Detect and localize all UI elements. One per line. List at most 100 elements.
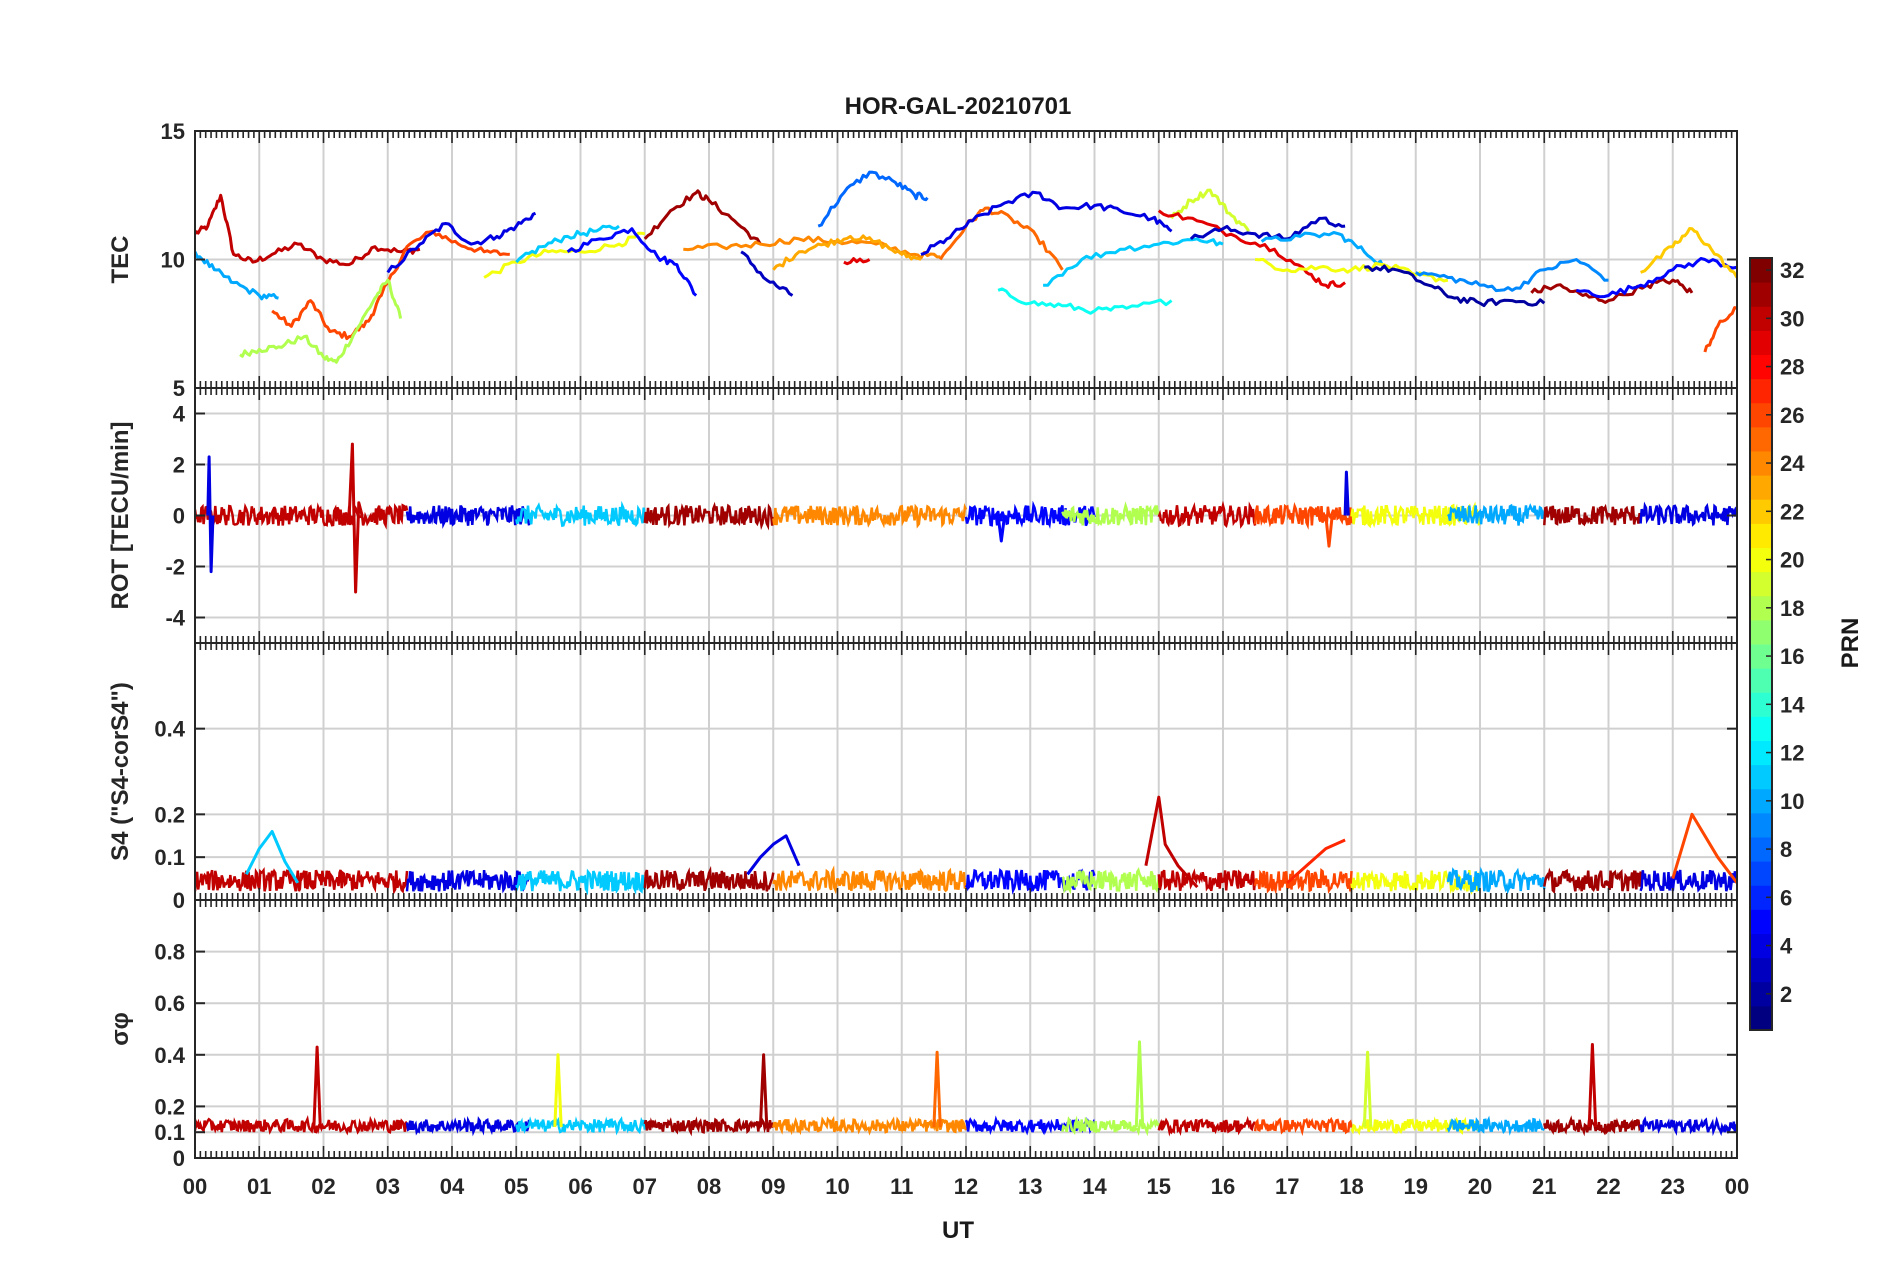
background-trace (1639, 501, 1737, 527)
y-tick-label: -2 (165, 555, 185, 580)
colorbar-bin (1750, 619, 1772, 645)
background-trace (1061, 1115, 1160, 1137)
y-axis-label: ROT [TECU/min] (107, 422, 134, 610)
colorbar-bin (1750, 740, 1772, 766)
background-trace (1253, 502, 1353, 530)
background-traces (195, 865, 1737, 896)
series-line-prn-25 (932, 1050, 942, 1128)
background-trace (515, 1116, 647, 1136)
series-line-prn-22 (1640, 227, 1737, 279)
background-trace (772, 865, 968, 895)
background-trace (515, 500, 647, 528)
background-trace (1157, 868, 1257, 892)
figure-title: HOR-GAL-20210701 (845, 93, 1072, 120)
x-tick-label: 03 (376, 1174, 400, 1199)
x-tick-label: 06 (568, 1174, 592, 1199)
background-trace (1253, 867, 1353, 895)
panel-2: 4 2 0 -2 -4 ROT [TECU/min] (107, 387, 1738, 644)
colorbar-tick-label: 20 (1780, 548, 1804, 573)
background-trace (1350, 869, 1482, 895)
background-trace (1639, 869, 1737, 893)
series-line-prn-2 (1364, 264, 1546, 308)
series-line-prn-10 (1260, 231, 1392, 271)
series-line-prn-13 (997, 287, 1173, 315)
series-line-prn-29 (1157, 209, 1346, 289)
series-line-prn-3 (740, 250, 794, 297)
colorbar-bin (1750, 426, 1772, 452)
background-trace (1157, 500, 1257, 529)
y-tick-label: 4 (173, 402, 186, 427)
y-tick-label: 0 (173, 504, 185, 529)
background-trace (515, 868, 646, 896)
colorbar-bin (1750, 885, 1772, 910)
series-line-prn-27 (1286, 838, 1346, 885)
x-tick-label: 08 (697, 1174, 721, 1199)
panel-4: 0.8 0.6 0.4 0.20.10 σφ (107, 899, 1738, 1171)
series-line-prn-30 (312, 1045, 322, 1128)
series-line-prn-26 (1324, 515, 1334, 548)
background-trace (405, 869, 530, 894)
background-trace (964, 867, 1096, 895)
colorbar-tick-label: 6 (1780, 885, 1792, 910)
background-trace (1446, 866, 1546, 895)
series-line-prn-18 (239, 278, 403, 364)
series-line-prn-4 (1343, 470, 1350, 516)
colorbar-tick-label: 8 (1780, 837, 1792, 862)
x-tick-label: 17 (1275, 1174, 1299, 1199)
y-tick-label: 2 (173, 453, 185, 478)
series-line-prn-5 (996, 515, 1007, 543)
colorbar-bin (1750, 909, 1772, 934)
x-tick-label: 14 (1082, 1174, 1107, 1199)
series-line-prn-31 (643, 189, 762, 245)
series-line-prn-25 (939, 206, 1064, 271)
series-line-prn-9 (1414, 258, 1609, 293)
colorbar-tick-label: 30 (1780, 306, 1804, 331)
y-axis-label: σφ (107, 1012, 134, 1046)
y-tick-label: 15 (161, 119, 185, 144)
y-tick-label: 0.4 (154, 1043, 185, 1068)
colorbar-tick-label: 16 (1780, 644, 1804, 669)
colorbar-tick-label: 26 (1780, 403, 1804, 428)
y-axis-label: TEC (107, 236, 134, 284)
series-line-prn-4 (920, 190, 1173, 256)
colorbar-tick-label: 14 (1780, 692, 1805, 717)
y-tick-label: 0.2 (154, 802, 185, 827)
series-line-prn-4 (206, 455, 215, 574)
colorbar-tick-label: 28 (1780, 355, 1804, 380)
background-trace (195, 1114, 408, 1136)
x-tick-label: 20 (1468, 1174, 1492, 1199)
background-trace (772, 1115, 968, 1136)
background-trace (1639, 1116, 1737, 1137)
series-line-prn-26 (271, 229, 510, 341)
colorbar-bin (1750, 788, 1772, 814)
colorbar-bin (1750, 1005, 1772, 1031)
x-tick-label: 07 (633, 1174, 657, 1199)
y-tick-label: 0 (173, 1146, 185, 1171)
x-tick-label: 09 (761, 1174, 785, 1199)
panel-3: 0.4 0.2 0.1 0 S4 ("S4-corS4") (107, 642, 1738, 913)
background-traces (195, 500, 1737, 531)
colorbar-bin (1750, 523, 1772, 548)
background-trace (1446, 503, 1546, 526)
colorbar-bin (1750, 354, 1772, 380)
y-axis-label: S4 ("S4-corS4") (107, 682, 134, 861)
colorbar-bin (1750, 282, 1772, 307)
colorbar-tick-label: 18 (1780, 596, 1804, 621)
y-tick-label: 0.4 (154, 717, 185, 742)
series-line-prn-5 (1576, 257, 1737, 299)
x-tick-label: 13 (1018, 1174, 1042, 1199)
background-trace (643, 865, 775, 892)
colorbar-bin (1750, 957, 1772, 983)
colorbar-bin (1750, 402, 1772, 428)
series-line-prn-11 (515, 224, 620, 264)
colorbar-bin (1750, 306, 1772, 331)
background-trace (643, 501, 775, 531)
series-line-prn-26 (1703, 306, 1737, 353)
series-line-prn-20 (553, 1053, 563, 1128)
background-trace (772, 502, 968, 529)
y-tick-label: 0.6 (154, 991, 185, 1016)
background-trace (1543, 867, 1642, 895)
colorbar-bin (1750, 330, 1772, 355)
